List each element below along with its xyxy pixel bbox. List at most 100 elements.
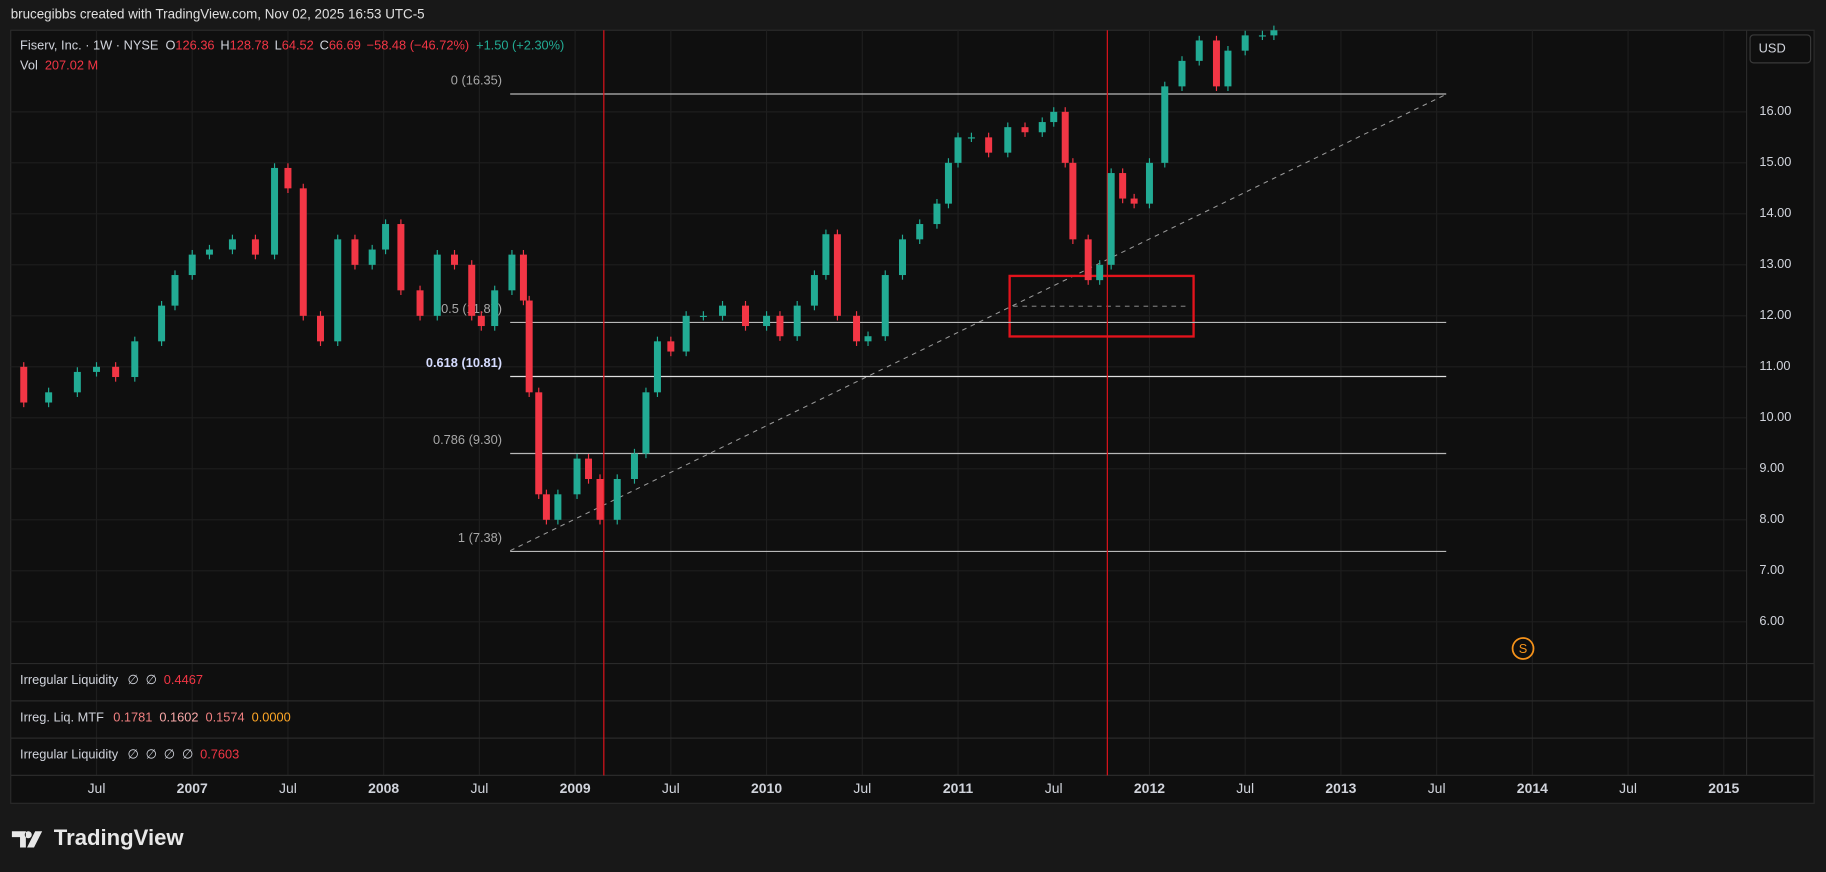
x-tick-label: Jul xyxy=(1428,780,1446,796)
candle xyxy=(131,341,139,378)
x-tick-label: 2014 xyxy=(1517,780,1548,796)
candle xyxy=(1258,35,1266,37)
candle xyxy=(416,290,424,316)
candle xyxy=(188,254,196,276)
x-tick-label: Jul xyxy=(662,780,680,796)
candle xyxy=(112,366,120,378)
y-tick-label: 7.00 xyxy=(1759,562,1784,577)
logo: TradingView xyxy=(11,825,184,850)
indicator-value: 0.1602 xyxy=(159,710,198,725)
candle xyxy=(1224,50,1232,87)
candle xyxy=(1145,162,1153,204)
candle xyxy=(916,224,924,240)
x-tick-label: 2013 xyxy=(1325,780,1356,796)
candle xyxy=(630,453,638,480)
indicator-value: ∅ xyxy=(128,672,139,687)
indicator-value: ∅ xyxy=(128,747,139,762)
indicator-name: Irregular Liquidity xyxy=(20,747,119,762)
candle xyxy=(954,137,962,163)
candle xyxy=(613,479,621,520)
open: 126.36 xyxy=(175,38,214,53)
candle xyxy=(1119,173,1127,199)
candle xyxy=(491,290,499,327)
fib-label: 1 (7.38) xyxy=(458,530,502,545)
event-icon-letter: S xyxy=(1519,641,1528,656)
x-tick-label: 2011 xyxy=(943,780,974,796)
currency-button[interactable] xyxy=(1749,34,1812,64)
indicator-value: ∅ xyxy=(146,747,157,762)
candle xyxy=(1195,40,1203,61)
candle xyxy=(810,275,818,306)
x-tick-label: Jul xyxy=(470,780,488,796)
x-tick-label: Jul xyxy=(1619,780,1637,796)
x-tick-label: Jul xyxy=(88,780,106,796)
candle xyxy=(519,254,527,301)
candle xyxy=(1107,173,1115,265)
candle xyxy=(299,188,307,316)
candle xyxy=(822,234,830,276)
indicator-value: ∅ xyxy=(146,672,157,687)
low: 64.52 xyxy=(282,38,314,53)
candle xyxy=(554,494,562,520)
candle xyxy=(776,315,784,337)
candle xyxy=(477,315,485,327)
candle xyxy=(1061,111,1069,163)
candle xyxy=(699,315,707,317)
candle xyxy=(1178,60,1186,87)
candle xyxy=(542,494,550,520)
candle xyxy=(763,315,771,327)
ohlc-label: L xyxy=(275,38,282,53)
candle xyxy=(382,224,390,250)
candle xyxy=(742,305,749,327)
x-tick-label: Jul xyxy=(279,780,297,796)
candle xyxy=(451,254,458,265)
candle xyxy=(1069,162,1077,240)
x-tick-label: Jul xyxy=(853,780,871,796)
y-tick-label: 9.00 xyxy=(1759,460,1784,475)
candle xyxy=(351,239,359,265)
candle xyxy=(719,305,727,316)
candle xyxy=(284,167,292,189)
candle xyxy=(45,392,53,403)
candle xyxy=(985,137,993,153)
candle xyxy=(73,371,81,393)
candle xyxy=(316,315,324,342)
candle xyxy=(535,392,543,495)
candle xyxy=(1004,127,1012,153)
candle xyxy=(944,162,952,204)
x-tick-label: Jul xyxy=(1236,780,1254,796)
candle xyxy=(642,392,650,454)
x-tick-label: 2015 xyxy=(1708,780,1739,796)
high: 128.78 xyxy=(230,38,269,53)
volume-legend: Vol 207.02 M xyxy=(20,58,98,73)
candle xyxy=(508,254,516,291)
legend-line: Fiserv, Inc. · 1W · NYSE O126.36 H128.78 L6… xyxy=(20,38,564,53)
candle xyxy=(1270,30,1278,36)
candle xyxy=(205,249,213,255)
indicator-2: Irreg. Liq. MTF 0.1781 0.1602 0.1574 0.0000 xyxy=(20,710,291,725)
indicator-3: Irregular Liquidity ∅ ∅ ∅ ∅ 0.7603 xyxy=(20,747,239,762)
x-tick-label: 2008 xyxy=(368,780,399,796)
candle xyxy=(368,249,376,265)
candle xyxy=(833,234,841,316)
candle xyxy=(1212,40,1220,87)
ohlc-label: C xyxy=(320,38,329,53)
event-icon[interactable] xyxy=(1511,637,1535,660)
candle xyxy=(228,239,236,250)
candle xyxy=(20,366,28,403)
x-tick-label: Jul xyxy=(1045,780,1063,796)
x-tick-label: 2007 xyxy=(177,780,208,796)
fib-label: 0.786 (9.30) xyxy=(433,432,502,447)
close: 66.69 xyxy=(329,38,361,53)
candle xyxy=(1038,122,1046,133)
chart-frame xyxy=(10,29,1815,804)
candle xyxy=(864,336,872,342)
candle xyxy=(158,305,166,342)
fib-label: 0 (16.35) xyxy=(451,73,502,88)
candle xyxy=(1241,35,1249,51)
candle xyxy=(1096,264,1104,281)
y-tick-label: 8.00 xyxy=(1759,511,1784,526)
y-tick-label: 16.00 xyxy=(1759,103,1791,118)
logo-icon xyxy=(11,831,43,848)
